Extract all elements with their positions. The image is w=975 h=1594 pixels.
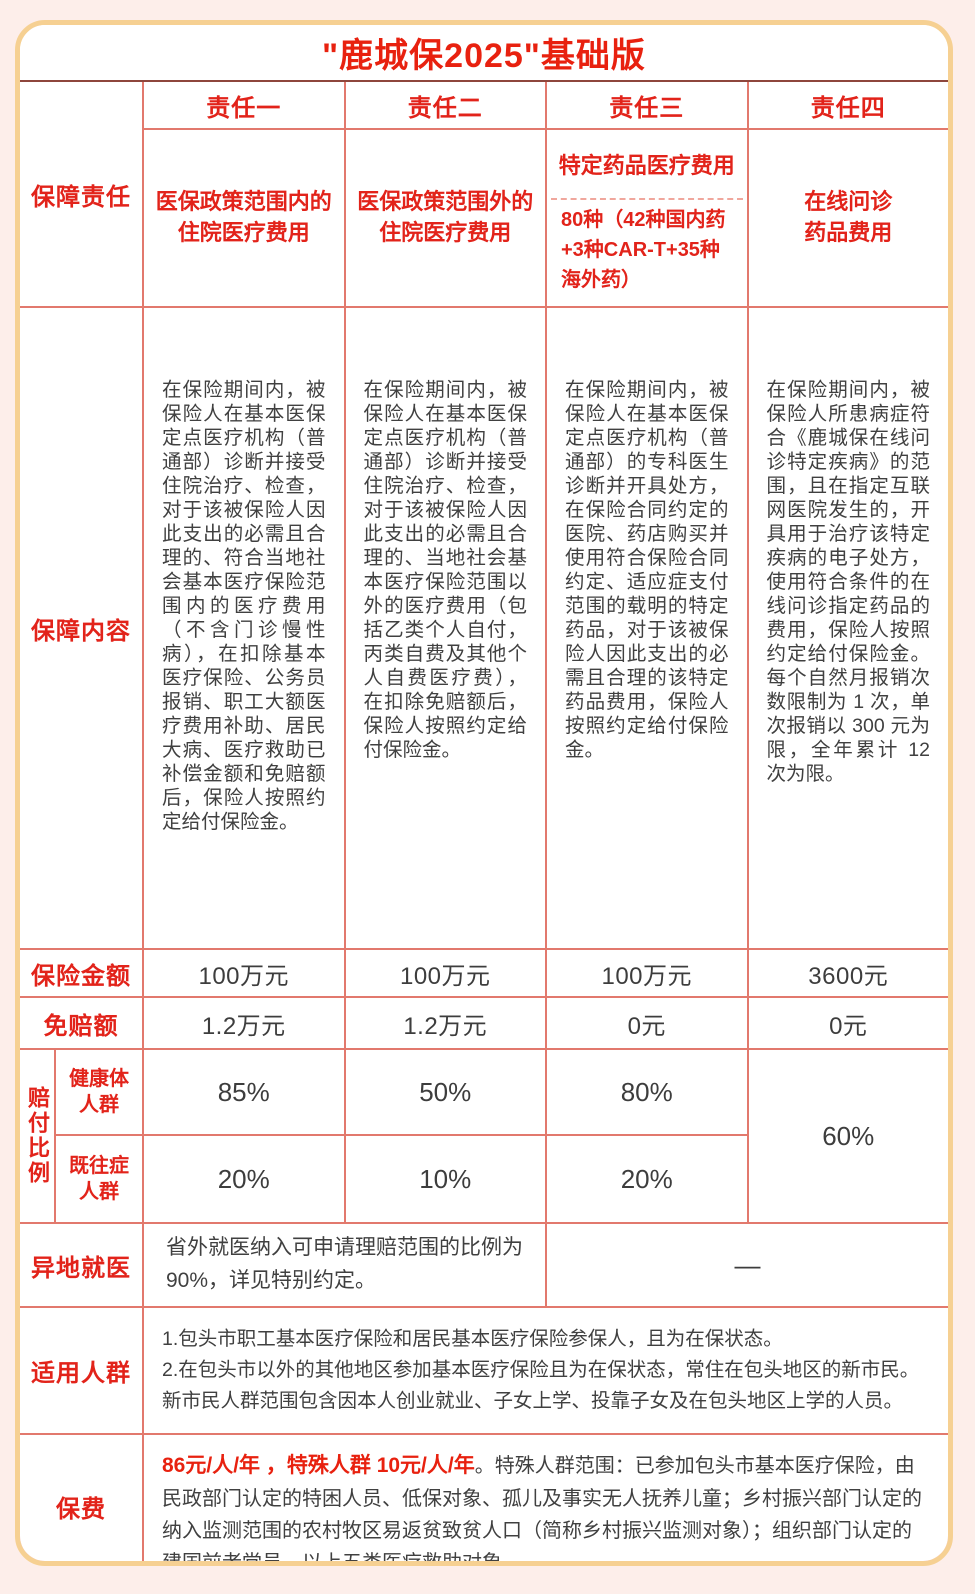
duty-3-content: 在保险期间内，被保险人在基本医保定点医疗机构（普通部）的专科医生诊断并开具处方，… bbox=[547, 308, 747, 948]
row-label-insured-amount: 保险金额 bbox=[20, 950, 142, 996]
remote-medical-not-applicable: — bbox=[547, 1224, 948, 1306]
duty-3-amount: 100万元 bbox=[547, 950, 747, 996]
duty-3-deductible: 0元 bbox=[547, 998, 747, 1048]
row-label-preexisting-group: 既往症 人群 bbox=[56, 1136, 142, 1222]
row-label-premium: 保费 bbox=[20, 1435, 142, 1561]
duty-3-drug-note: 80种（42种国内药+3种CAR-T+35种海外药） bbox=[561, 209, 726, 291]
row-label-coverage-content: 保障内容 bbox=[20, 308, 142, 948]
row-label-payout-ratio: 赔付比例 bbox=[20, 1050, 54, 1222]
duty-1-description: 医保政策范围内的 住院医疗费用 bbox=[144, 130, 344, 306]
remote-medical-text: 省外就医纳入可申请理赔范围的比例为90%，详见特别约定。 bbox=[144, 1224, 545, 1306]
duty-4-description: 在线问诊 药品费用 bbox=[748, 130, 948, 306]
duty-4-content: 在保险期间内，被保险人所患病症符合《鹿城保在线问诊特定疾病》的范围，且在指定互联… bbox=[748, 308, 948, 948]
benefits-table: 保障责任 责任一 责任二 责任三 责任四 医保政策范围内的 住院医疗费用 医保政… bbox=[20, 82, 948, 1566]
duty-3-name: 责任三 bbox=[547, 82, 747, 128]
duty-2-content: 在保险期间内，被保险人在基本医保定点医疗机构（普通部）诊断并接受住院治疗、检查，… bbox=[345, 308, 545, 948]
insurance-table-card: "鹿城保2025"基础版 保障责任 责任一 责任二 责任三 责任四 医保政策范围… bbox=[15, 20, 953, 1566]
row-label-remote-medical: 异地就医 bbox=[20, 1224, 142, 1306]
row-label-deductible: 免赔额 bbox=[20, 998, 142, 1048]
duty-2-description: 医保政策范围外的 住院医疗费用 bbox=[345, 130, 545, 306]
duty-1-deductible: 1.2万元 bbox=[144, 998, 344, 1048]
duty-3-healthy-ratio: 80% bbox=[547, 1050, 747, 1134]
duty-4-payout-ratio: 60% bbox=[748, 1050, 948, 1222]
duty-3-preexisting-ratio: 20% bbox=[547, 1136, 747, 1222]
page-title: "鹿城保2025"基础版 bbox=[322, 37, 646, 75]
duty-3-description-cell: 特定药品医疗费用 80种（42种国内药+3种CAR-T+35种海外药） bbox=[547, 130, 747, 306]
premium-detail: 。特殊人群范围：已参加包头市基本医疗保险，由民政部门认定的特困人员、低保对象、孤… bbox=[162, 1455, 922, 1566]
duty-2-healthy-ratio: 50% bbox=[345, 1050, 545, 1134]
duty-4-amount: 3600元 bbox=[748, 950, 948, 996]
duty-1-content: 在保险期间内，被保险人在基本医保定点医疗机构（普通部）诊断并接受住院治疗、检查，… bbox=[144, 308, 344, 948]
applicable-people-item-1: 1.包头市职工基本医疗保险和居民基本医疗保险参保人，且为在保状态。 bbox=[162, 1328, 783, 1351]
dashed-divider bbox=[551, 198, 743, 200]
applicable-people-cell: 1.包头市职工基本医疗保险和居民基本医疗保险参保人，且为在保状态。 2.在包头市… bbox=[144, 1308, 948, 1433]
row-label-coverage-duty: 保障责任 bbox=[20, 82, 142, 306]
duty-4-name: 责任四 bbox=[748, 82, 948, 128]
duty-1-healthy-ratio: 85% bbox=[144, 1050, 344, 1134]
duty-2-deductible: 1.2万元 bbox=[345, 998, 545, 1048]
duty-4-deductible: 0元 bbox=[748, 998, 948, 1048]
duty-1-name: 责任一 bbox=[144, 82, 344, 128]
title-bar: "鹿城保2025"基础版 bbox=[20, 25, 948, 82]
duty-2-name: 责任二 bbox=[345, 82, 545, 128]
duty-1-amount: 100万元 bbox=[144, 950, 344, 996]
premium-cell: 86元/人/年 ，特殊人群 10元/人/年。特殊人群范围：已参加包头市基本医疗保… bbox=[144, 1435, 948, 1566]
premium-price: 86元/人/年 ，特殊人群 10元/人/年 bbox=[162, 1454, 475, 1477]
row-label-healthy-group: 健康体 人群 bbox=[56, 1050, 142, 1134]
row-label-applicable-people: 适用人群 bbox=[20, 1308, 142, 1433]
applicable-people-item-2: 2.在包头市以外的其他地区参加基本医疗保险且为在保状态，常住在包头地区的新市民。… bbox=[162, 1359, 920, 1412]
duty-3-description: 特定药品医疗费用 bbox=[558, 153, 735, 178]
duty-2-preexisting-ratio: 10% bbox=[345, 1136, 545, 1222]
duty-1-preexisting-ratio: 20% bbox=[144, 1136, 344, 1222]
duty-2-amount: 100万元 bbox=[345, 950, 545, 996]
